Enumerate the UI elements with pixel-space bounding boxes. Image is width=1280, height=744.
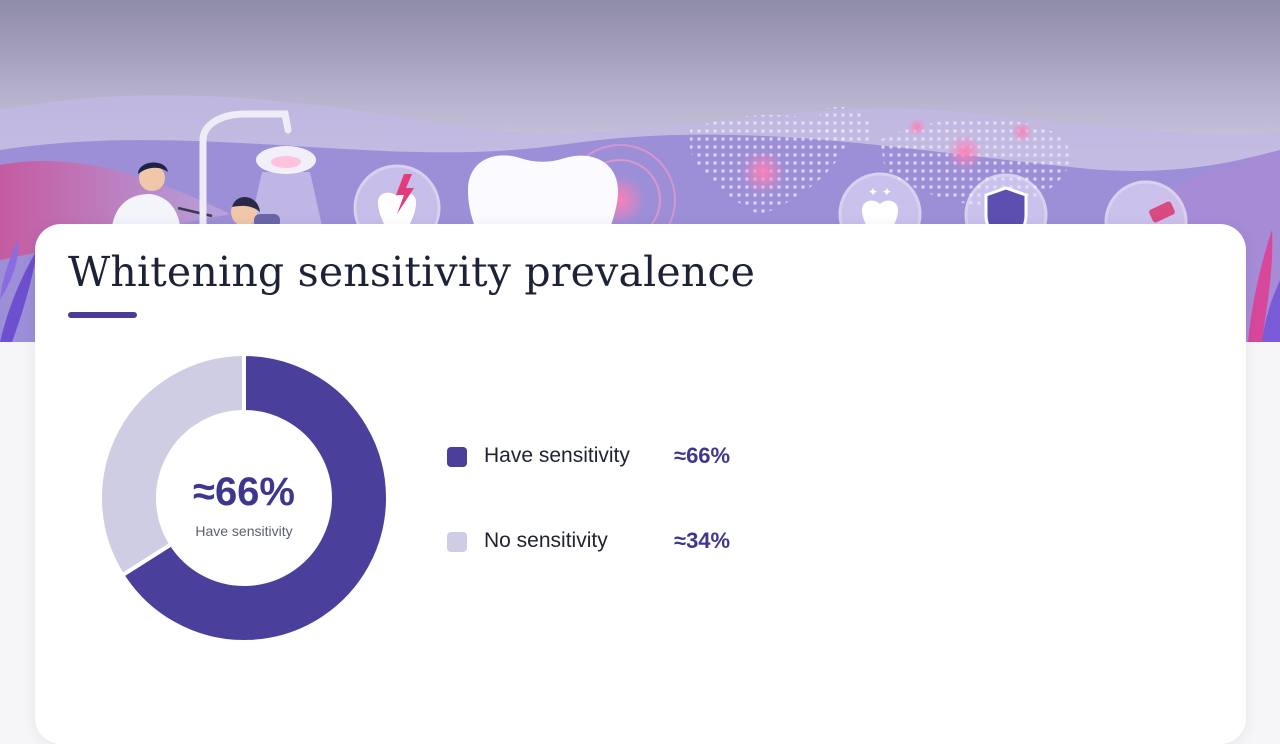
dentist-icon [112, 162, 213, 226]
donut-center-label: Have sensitivity [195, 523, 292, 539]
legend-value: ≈34% [674, 528, 731, 553]
page-title: Whitening sensitivity prevalence [68, 248, 756, 296]
dental-lamp-icon [199, 110, 322, 234]
svg-text:✦ ✦: ✦ ✦ [868, 185, 892, 199]
donut-slice-have-sensitivity [119, 351, 390, 644]
title-underline [68, 312, 137, 318]
legend-label: Have sensitivity [484, 444, 630, 467]
leaf-icon [0, 230, 1280, 342]
donut-slices [98, 351, 390, 644]
large-tooth-icon [468, 144, 676, 256]
legend-swatch [447, 532, 467, 552]
content-card [35, 224, 1246, 744]
legend-swatch [447, 447, 467, 467]
legend-item-no-sensitivity: No sensitivity ≈34% [447, 527, 747, 557]
legend-item-have-sensitivity: Have sensitivity ≈66% [447, 442, 747, 472]
legend-value: ≈66% [674, 443, 731, 468]
patient-icon [231, 196, 280, 228]
legend-label: No sensitivity [484, 529, 608, 552]
donut-slice-no-sensitivity [98, 351, 246, 578]
donut-chart: ≈66% Have sensitivity [98, 351, 390, 644]
donut-center-value: ≈66% [193, 470, 295, 514]
